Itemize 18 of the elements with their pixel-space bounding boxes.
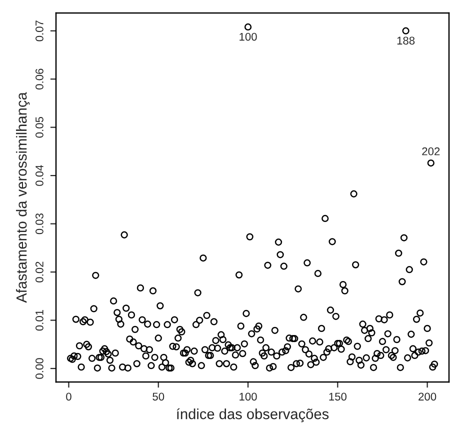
y-tick-label: 0.06 [36,68,44,90]
y-tick-label: 0.07 [36,20,44,42]
x-tick-label: 0 [66,392,72,401]
x-tick-label: 100 [240,392,257,401]
y-tick-label: 0.01 [36,310,44,331]
y-tick-label: 0.05 [36,116,44,138]
annotation: 202 [422,147,440,156]
x-axis-title: índice das observações [176,408,329,422]
y-axis-title: Afastamento da verossimilhança [16,92,30,303]
annotation: 188 [397,36,415,45]
annotation: 100 [240,32,257,41]
x-tick-label: 50 [152,392,164,401]
x-tick-label: 200 [418,392,436,401]
y-tick-label: 0.04 [36,165,44,186]
x-tick-label: 150 [329,392,346,401]
y-tick-label: 0.00 [36,358,44,379]
y-tick-label: 0.03 [36,213,44,234]
y-tick-label: 0.02 [36,262,44,282]
